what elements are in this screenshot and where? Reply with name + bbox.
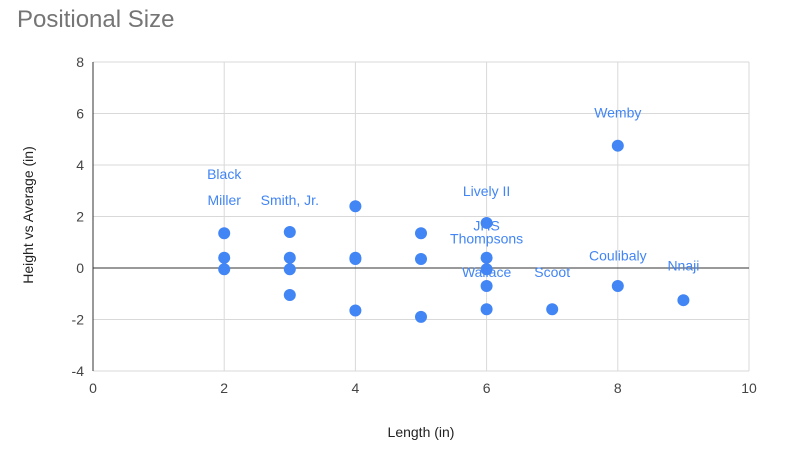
point-label: Nnaji [667, 258, 699, 274]
point-label: Smith, Jr. [261, 192, 319, 208]
x-tick-label: 10 [741, 380, 757, 396]
x-tick-label: 8 [614, 380, 622, 396]
y-tick-label: 4 [76, 157, 84, 173]
x-tick-label: 0 [89, 380, 97, 396]
x-axis-label: Length (in) [388, 424, 455, 440]
data-point [218, 227, 231, 240]
point-label: Miller [207, 192, 241, 208]
data-point [677, 294, 690, 307]
grid-layer [93, 61, 750, 372]
x-tick-label: 2 [220, 380, 228, 396]
data-point [415, 310, 427, 323]
chart-title: Positional Size [17, 6, 175, 33]
y-tick-label: -4 [72, 363, 85, 379]
data-point [283, 289, 296, 302]
data-point [611, 139, 624, 152]
y-tick-label: 0 [76, 260, 84, 276]
axis-layer: 0 2 4 6 8 10 -4 -2 0 2 4 6 8 [72, 54, 757, 396]
data-point [283, 263, 296, 276]
data-point [611, 280, 624, 293]
y-tick-label: -2 [72, 312, 85, 328]
data-point [218, 263, 231, 276]
data-point [349, 304, 362, 317]
x-tick-label: 4 [352, 380, 360, 396]
point-label: Wallace [462, 264, 511, 280]
data-point [283, 225, 296, 238]
point-label: Lively II [463, 183, 510, 199]
data-point [283, 251, 296, 264]
data-point [349, 252, 362, 265]
y-tick-label: 2 [76, 209, 84, 225]
data-point [480, 216, 493, 229]
x-tick-label: 6 [483, 380, 491, 396]
y-tick-label: 8 [76, 54, 84, 70]
data-point [218, 251, 231, 264]
point-label: JHS [473, 218, 499, 234]
data-point [415, 227, 427, 240]
point-label: Wemby [594, 104, 641, 120]
point-layer [218, 139, 690, 323]
y-tick-label: 6 [76, 106, 84, 122]
point-label: Black [207, 166, 242, 182]
data-point [480, 251, 493, 264]
y-axis-label: Height vs Average (in) [20, 146, 36, 283]
data-point [480, 280, 493, 293]
label-layer: Black Miller Smith, Jr. Lively II JHSThompso… [207, 104, 699, 280]
data-point [415, 252, 427, 265]
data-point [480, 263, 493, 276]
point-label: Scoot [534, 264, 570, 280]
point-label: Coulibaly [589, 247, 647, 263]
data-point [546, 303, 559, 316]
data-point [349, 200, 362, 213]
point-label: Thompsons [450, 231, 523, 247]
data-point [480, 303, 493, 316]
